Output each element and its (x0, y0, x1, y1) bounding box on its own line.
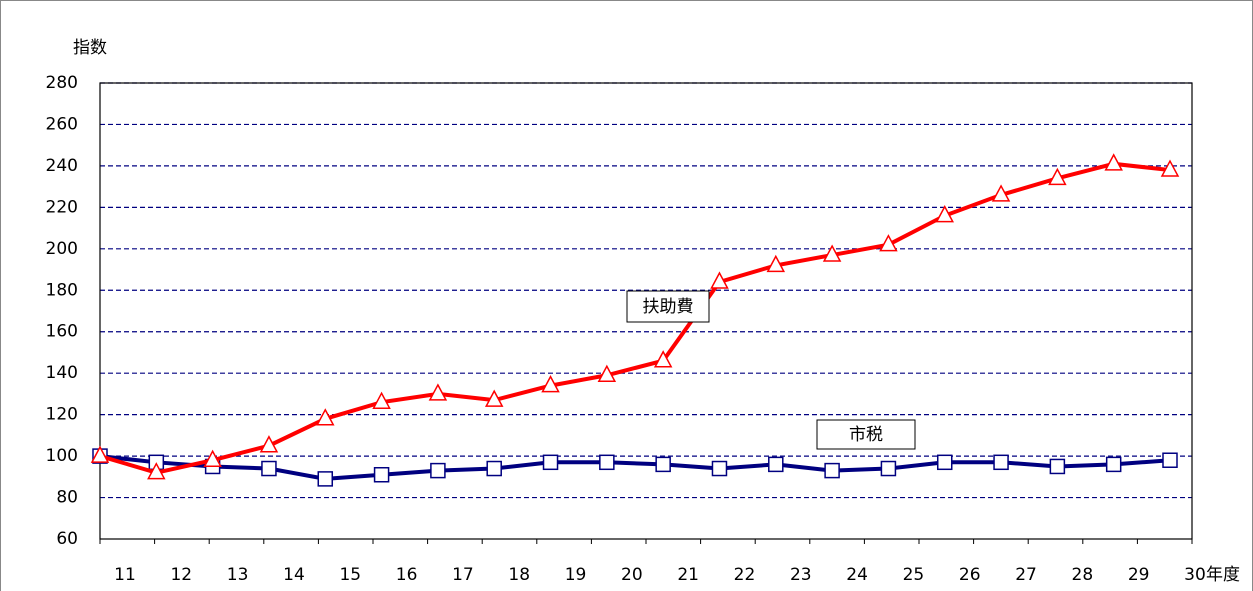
point (597, 364, 617, 383)
point (824, 462, 840, 479)
x-tick-label: 21 (677, 565, 699, 585)
point (147, 462, 166, 480)
x-tick-label: 15 (339, 565, 361, 585)
point (1048, 167, 1067, 186)
x-tick-label: 14 (283, 565, 305, 585)
y-tick-label: 280 (46, 73, 78, 93)
point (936, 454, 953, 471)
point (935, 205, 954, 223)
y-tick-label: 160 (46, 322, 78, 342)
point (316, 408, 335, 426)
point (993, 454, 1009, 471)
x-tick-label: 26 (959, 565, 981, 585)
point (486, 460, 502, 477)
label-box (816, 419, 916, 450)
point (991, 184, 1011, 202)
x-tick-label: 20 (621, 565, 643, 585)
point (1104, 153, 1123, 171)
x-tick-label: 19 (565, 565, 587, 585)
y-tick-label: 200 (46, 239, 78, 259)
point (1105, 456, 1122, 473)
point (484, 389, 504, 407)
x-axis-title: 年度 (1206, 565, 1240, 585)
y-tick-label: 140 (46, 363, 78, 383)
point (879, 234, 898, 252)
point (599, 454, 615, 471)
x-tick-label: 28 (1072, 565, 1094, 585)
point (822, 244, 842, 262)
point (542, 454, 559, 471)
y-tick-label: 120 (46, 405, 78, 425)
y-tick-label: 80 (56, 488, 78, 508)
point (653, 350, 673, 368)
x-tick-label: 27 (1015, 565, 1037, 585)
point (203, 449, 222, 467)
point (1049, 458, 1066, 475)
point (541, 375, 560, 393)
point (259, 435, 279, 453)
x-tick-label: 25 (903, 565, 925, 585)
x-tick-label: 18 (508, 565, 530, 585)
x-tick-label: 29 (1128, 565, 1150, 585)
x-tick-label: 17 (452, 565, 474, 585)
x-tick-label: 16 (396, 565, 418, 585)
point (90, 445, 110, 463)
point (766, 254, 786, 273)
y-tick-label: 100 (46, 446, 78, 466)
series-line (99, 161, 1171, 475)
point (768, 456, 784, 473)
x-tick-label: 11 (114, 565, 136, 585)
point (372, 391, 391, 409)
series-label: 扶助費 (643, 297, 694, 317)
series-label: 市税 (849, 425, 883, 445)
x-tick-label: 30 (1184, 565, 1206, 585)
point (655, 456, 671, 473)
label-box (626, 290, 710, 323)
point (430, 462, 446, 479)
x-tick-label: 24 (846, 565, 868, 585)
point (428, 383, 448, 401)
point (1160, 159, 1180, 177)
y-tick-label: 260 (46, 114, 78, 134)
x-tick-label: 13 (227, 565, 249, 585)
y-tick-label: 180 (46, 280, 78, 300)
plot: 60 80 100 120 140 160 180 200 220 240 260 280 11 12 13… (46, 73, 1206, 585)
point (710, 271, 729, 289)
point (1162, 452, 1178, 468)
x-tick-label: 22 (734, 565, 756, 585)
x-tick-label: 23 (790, 565, 812, 585)
point (317, 471, 334, 487)
y-axis-title: 指数 (73, 38, 107, 58)
y-tick-label: 240 (46, 156, 78, 176)
point (373, 466, 390, 483)
series-line (99, 454, 1171, 481)
point (880, 460, 897, 477)
y-tick-label: 220 (46, 197, 78, 217)
point (261, 460, 277, 477)
point (711, 460, 728, 477)
x-tick-label: 12 (170, 565, 192, 585)
y-tick-label: 60 (56, 529, 78, 549)
